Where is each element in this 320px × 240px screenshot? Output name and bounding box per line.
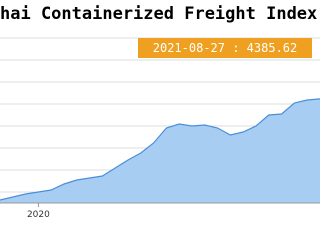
x-tick-label: 2020 <box>27 210 50 220</box>
line <box>0 98 320 201</box>
chart-title: hai Containerized Freight Index <box>0 4 317 24</box>
annotation-box <box>138 38 312 58</box>
annotation: 2021-08-27 : 4385.62 <box>153 41 298 55</box>
area <box>0 98 320 203</box>
chart: 2020 hai Containerized Freight Index 2021-… <box>0 4 320 220</box>
